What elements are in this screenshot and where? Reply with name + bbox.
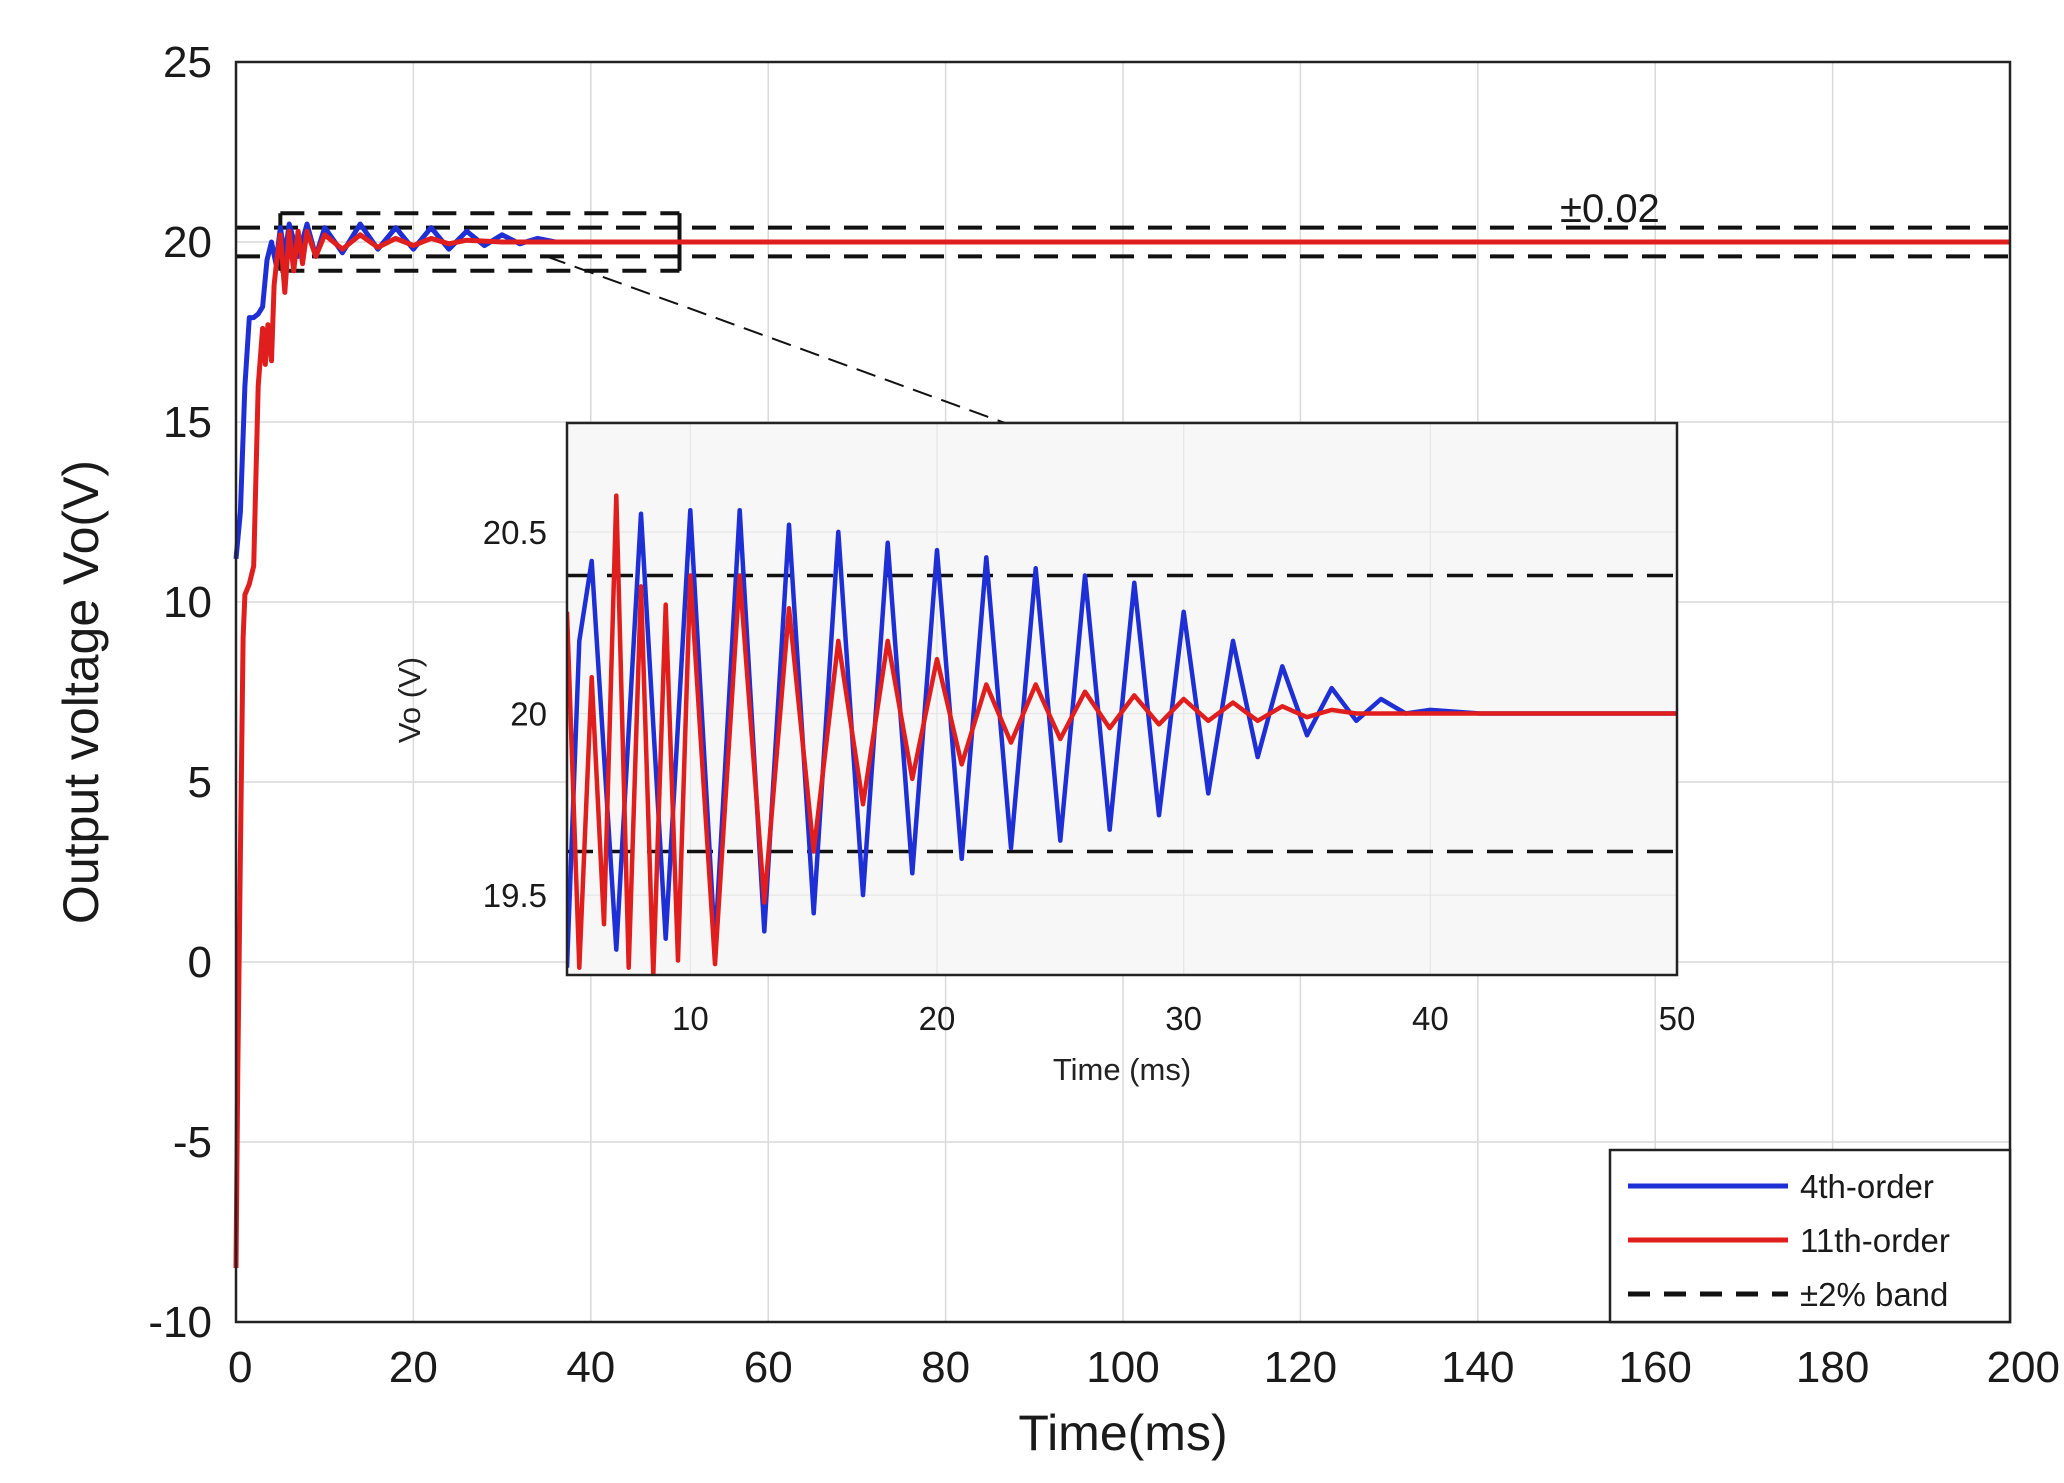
legend-label: 11th-order	[1800, 1222, 1950, 1259]
main-band	[236, 225, 2010, 259]
zoom-box	[278, 211, 1006, 424]
inset-y-tick-label: 19.5	[483, 877, 547, 914]
series-line-11th-order	[233, 228, 2010, 1269]
inset-y-axis-label: Vo (V)	[392, 657, 427, 743]
inset-x-tick-label: 40	[1412, 1000, 1449, 1037]
x-tick-label: 160	[1618, 1343, 1691, 1392]
x-tick-label: 20	[389, 1343, 438, 1392]
y-tick-label: 20	[163, 218, 212, 267]
y-tick-label: -5	[173, 1118, 212, 1167]
y-tick-label: 25	[163, 38, 212, 87]
band-annotation: ±0.02	[1560, 187, 1660, 231]
y-tick-label: 5	[188, 758, 212, 807]
main-ticks: 0 20 40 60 80 100 120 140 160 180 200 -10 -5 0 5 10 15 20…	[148, 38, 2060, 1392]
y-tick-label: 0	[188, 938, 212, 987]
inset-series	[567, 493, 1677, 975]
main-series	[233, 221, 2010, 1269]
inset-ticks: 10 20 30 40 50 19.5 20 20.5	[483, 514, 1696, 1037]
inset-frame	[565, 421, 1679, 977]
x-axis-label: Time(ms)	[1018, 1405, 1227, 1461]
legend-label: 4th-order	[1800, 1168, 1934, 1205]
x-tick-label: 0	[228, 1343, 252, 1392]
inset-series-line-11th-order	[567, 493, 1677, 975]
inset-x-tick-label: 10	[672, 1000, 709, 1037]
x-tick-label: 80	[921, 1343, 970, 1392]
x-tick-label: 60	[744, 1343, 793, 1392]
y-axis-label: Output voltage Vo(V)	[53, 460, 109, 924]
main-plot-frame	[234, 60, 2012, 1324]
y-tick-label: -10	[148, 1298, 212, 1347]
inset-x-tick-label: 20	[919, 1000, 956, 1037]
x-tick-label: 120	[1264, 1343, 1337, 1392]
inset-chart: 10 20 30 40 50 19.5 20 20.5 Time (ms) Vo (V)	[392, 421, 1696, 1087]
legend-label: ±2% band	[1800, 1276, 1948, 1313]
inset-band	[567, 573, 1677, 854]
x-tick-label: 180	[1796, 1343, 1869, 1392]
zoom-leader-line	[546, 255, 1006, 424]
inset-x-axis-label: Time (ms)	[1053, 1052, 1191, 1087]
x-tick-label: 100	[1086, 1343, 1159, 1392]
x-tick-label: 140	[1441, 1343, 1514, 1392]
inset-x-tick-label: 50	[1659, 1000, 1696, 1037]
y-tick-label: 10	[163, 578, 212, 627]
y-tick-label: 15	[163, 398, 212, 447]
inset-y-tick-label: 20.5	[483, 514, 547, 551]
legend: 4th-order 11th-order ±2% band	[1608, 1148, 2012, 1324]
x-tick-label: 40	[566, 1343, 615, 1392]
x-tick-label: 200	[1987, 1343, 2060, 1392]
inset-y-tick-label: 20	[510, 696, 547, 733]
inset-x-tick-label: 30	[1165, 1000, 1202, 1037]
